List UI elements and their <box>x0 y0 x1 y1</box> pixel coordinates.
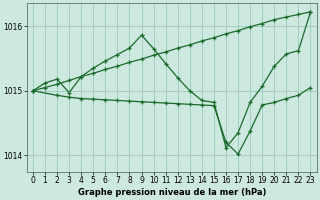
X-axis label: Graphe pression niveau de la mer (hPa): Graphe pression niveau de la mer (hPa) <box>77 188 266 197</box>
